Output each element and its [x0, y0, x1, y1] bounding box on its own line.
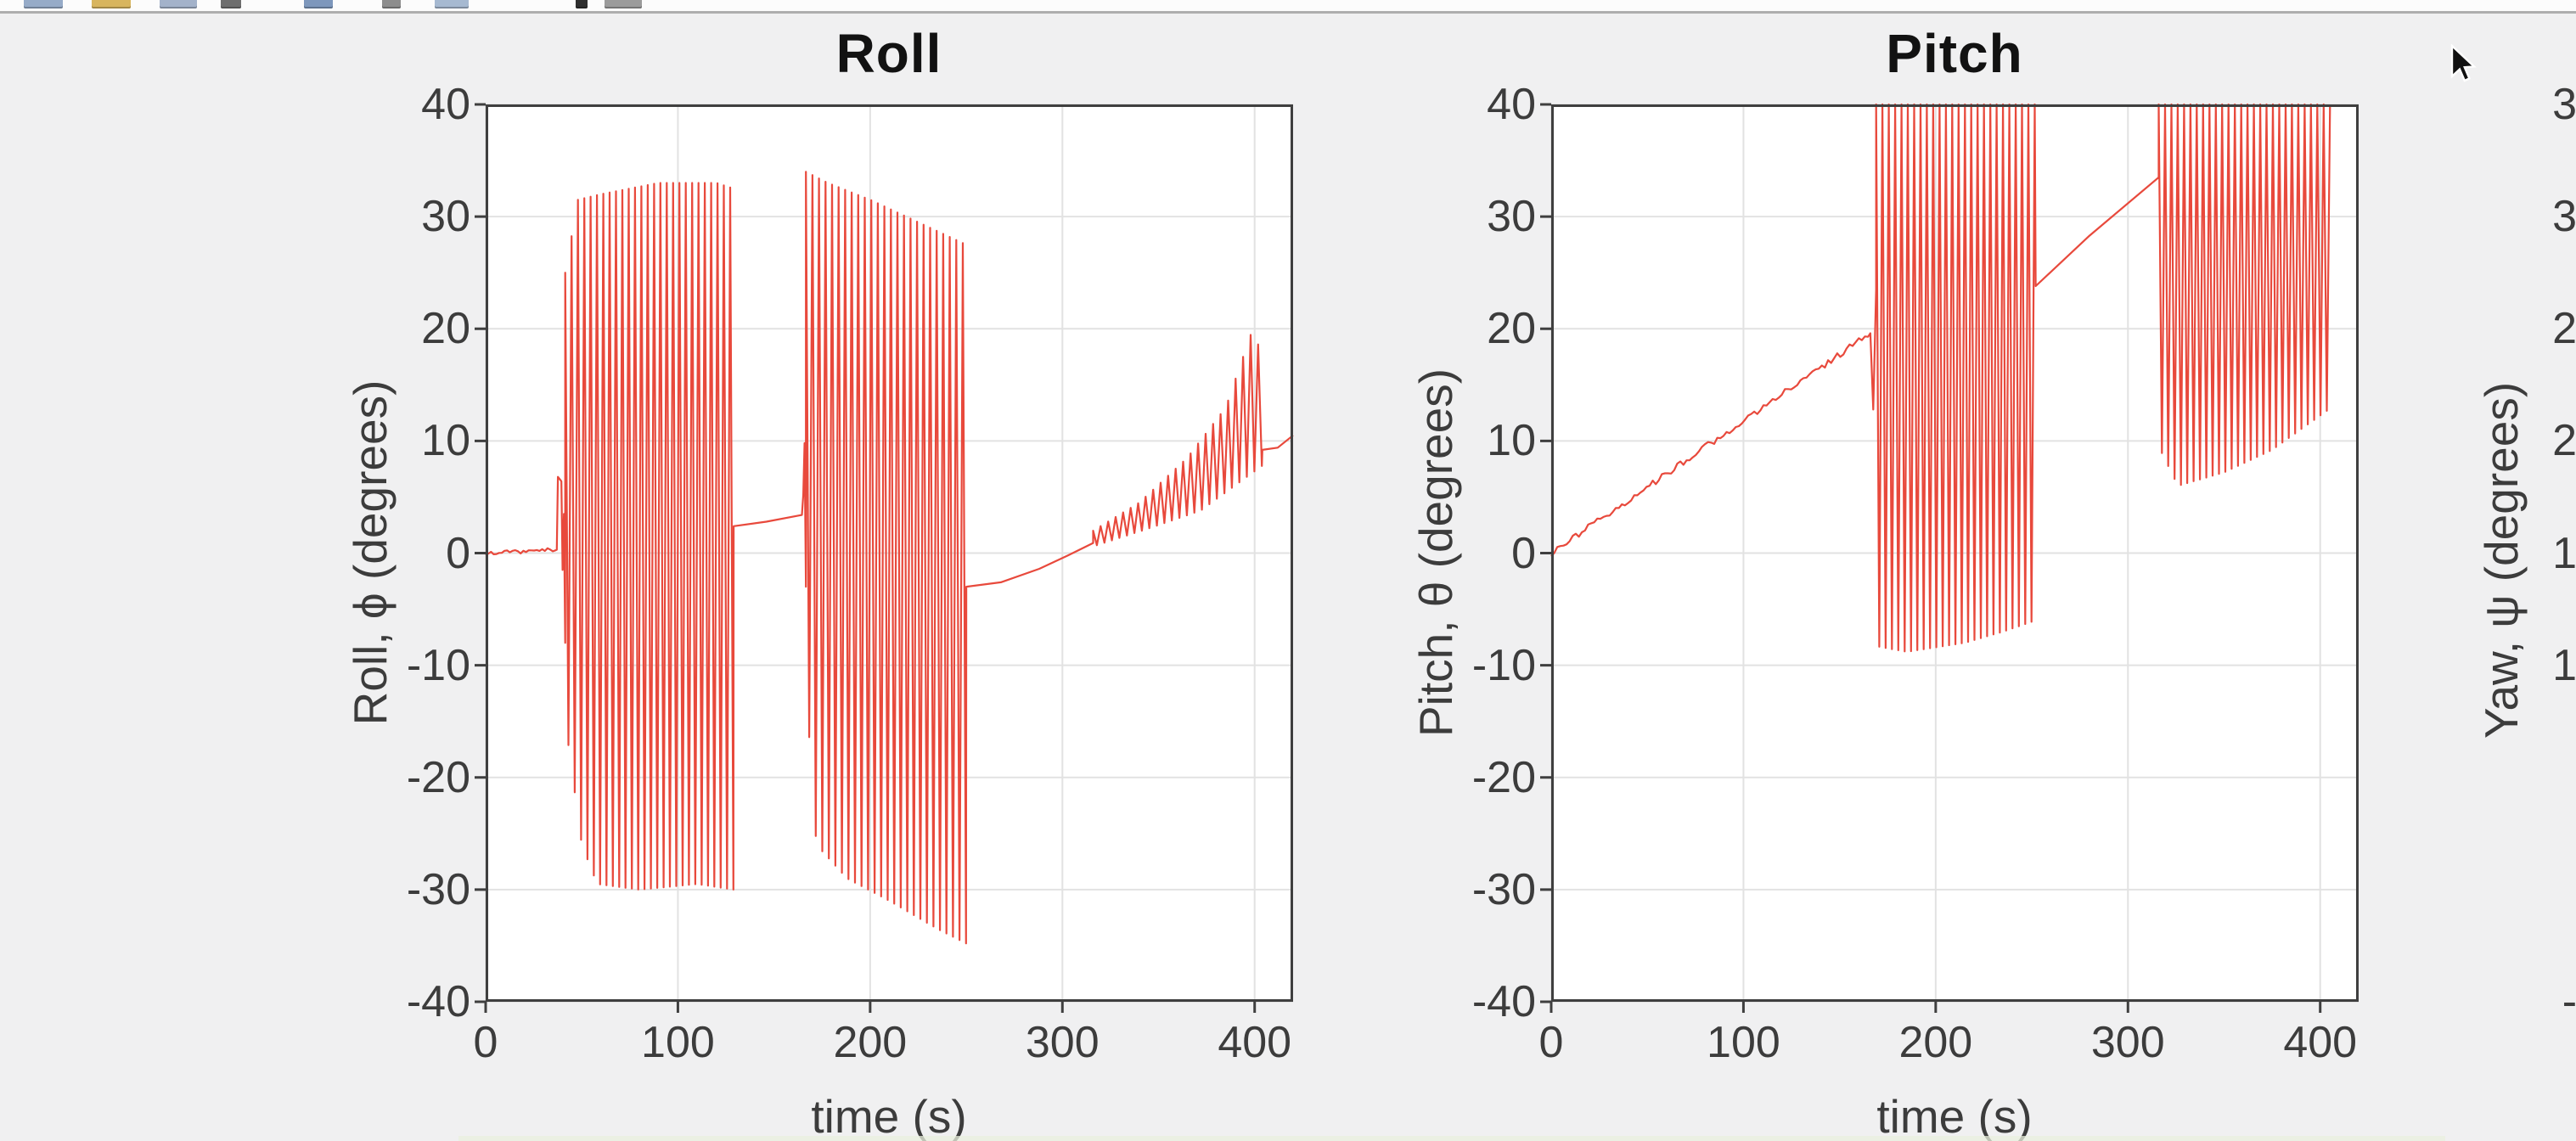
yaw-y-tick-label: 25	[2552, 304, 2576, 354]
open-folder-icon[interactable]	[92, 0, 131, 8]
pitch-x-tick-label: 100	[1707, 1018, 1780, 1067]
pitch-y-tick-label: 10	[1487, 416, 1536, 466]
print-icon[interactable]	[221, 0, 241, 8]
bottom-edge-artifact	[458, 1136, 2445, 1141]
new-document-icon[interactable]	[24, 0, 63, 8]
axis-box	[1551, 104, 2359, 1002]
pitch-y-tick-label: -20	[1471, 752, 1536, 802]
roll-y-tick-label: -40	[406, 977, 470, 1026]
yaw-y-tick-label: 20	[2552, 416, 2576, 466]
pan-icon[interactable]	[382, 0, 401, 8]
mouse-cursor-icon	[2450, 44, 2477, 82]
pitch-x-tick-label: 200	[1898, 1018, 1973, 1067]
pitch-y-tick-label: -30	[1471, 864, 1536, 914]
pitch-y-tick-label: -40	[1471, 977, 1536, 1026]
yaw-y-tick-label: 35	[2552, 80, 2576, 129]
yaw-y-tick-label: -5	[2562, 977, 2576, 1026]
yaw-y-tick-label: 10	[2552, 640, 2576, 690]
pitch-y-tick-label: 30	[1487, 192, 1536, 242]
roll-x-tick-label: 100	[641, 1018, 715, 1067]
save-icon[interactable]	[160, 0, 197, 8]
pitch-y-tick-label: 20	[1487, 304, 1536, 354]
figure-toolbar	[0, 0, 2576, 14]
pitch-data-line	[1550, 103, 2331, 653]
pitch-y-tick-label: 40	[1487, 80, 1536, 129]
roll-y-tick-label: 20	[421, 304, 470, 354]
edit-plot-icon[interactable]	[576, 0, 588, 8]
roll-y-tick-label: -10	[406, 640, 470, 690]
zoom-in-icon[interactable]	[304, 0, 333, 8]
yaw-y-tick-label: 15	[2552, 528, 2576, 578]
pitch-x-tick-label: 0	[1538, 1018, 1564, 1067]
roll-y-tick-label: -20	[406, 752, 470, 802]
roll-x-axis-label: time (s)	[811, 1090, 967, 1141]
yaw-y-tick-label: 30	[2552, 192, 2576, 242]
roll-data-line	[485, 171, 1294, 945]
pitch-x-tick-label: 400	[2283, 1018, 2358, 1067]
pitch-y-tick-label: -10	[1471, 640, 1536, 690]
axis-box	[486, 104, 1293, 1002]
roll-x-tick-label: 300	[1025, 1018, 1100, 1067]
roll-y-tick-label: 0	[446, 528, 470, 578]
roll-x-tick-label: 200	[833, 1018, 908, 1067]
roll-plot-area[interactable]	[475, 103, 1294, 1013]
insert-legend-icon[interactable]	[605, 0, 642, 8]
pitch-plot-area[interactable]	[1540, 103, 2359, 1013]
pitch-x-tick-label: 300	[2090, 1018, 2165, 1067]
roll-y-tick-label: 40	[421, 80, 470, 129]
data-cursor-icon[interactable]	[435, 0, 469, 8]
yaw-y-tick-label: 0	[2457, 866, 2576, 913]
roll-y-tick-label: 30	[421, 192, 470, 242]
roll-x-tick-label: 400	[1218, 1018, 1292, 1067]
roll-y-tick-label: -30	[406, 864, 470, 914]
roll-x-tick-label: 0	[473, 1018, 498, 1067]
pitch-plot-title: Pitch	[1886, 23, 2023, 84]
roll-y-tick-label: 10	[421, 416, 470, 466]
yaw-y-tick-label: 5	[2457, 754, 2576, 801]
pitch-y-tick-label: 0	[1511, 528, 1536, 578]
pitch-x-axis-label: time (s)	[1876, 1090, 2033, 1141]
roll-plot-title: Roll	[835, 23, 942, 84]
